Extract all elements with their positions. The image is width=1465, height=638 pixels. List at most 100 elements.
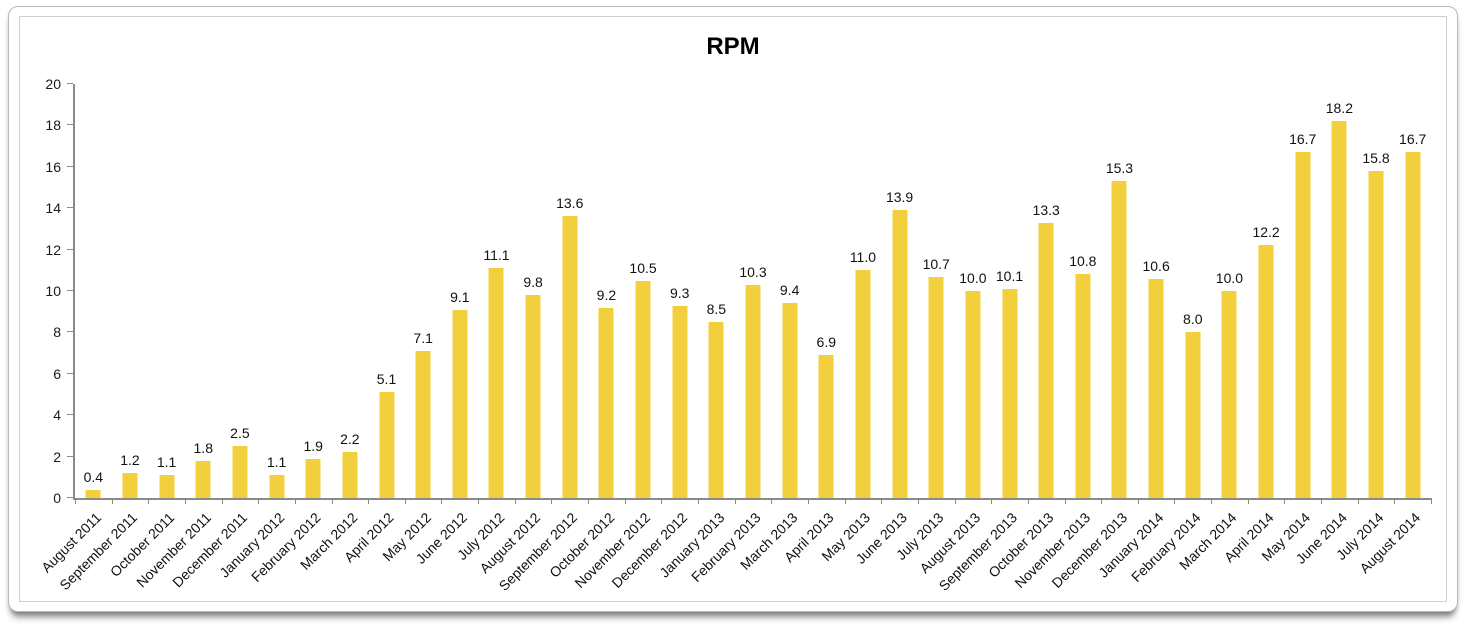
bar bbox=[965, 291, 981, 498]
x-axis-tick bbox=[478, 498, 480, 504]
bar-value-label: 13.6 bbox=[556, 195, 584, 212]
bar bbox=[452, 309, 468, 498]
x-axis-tick bbox=[771, 498, 773, 504]
bar-slot: 5.1 bbox=[368, 84, 405, 498]
bar bbox=[1368, 170, 1384, 498]
y-axis-tick-label: 10 bbox=[45, 283, 61, 299]
bar bbox=[1258, 245, 1274, 498]
bar-slot: 8.0 bbox=[1174, 84, 1211, 498]
bar bbox=[1331, 121, 1347, 498]
bar bbox=[672, 305, 688, 498]
y-axis-tick bbox=[67, 165, 73, 167]
bar-slot: 7.1 bbox=[405, 84, 442, 498]
bar-slot: 9.4 bbox=[771, 84, 808, 498]
bar bbox=[488, 268, 504, 498]
plot-area: 0 2 4 6 8 10 12 14 16 18 20 0.4 August 2011 1.2 Septem… bbox=[38, 77, 1432, 594]
bar bbox=[708, 322, 724, 498]
bar-value-label: 16.7 bbox=[1399, 131, 1427, 148]
bar-value-label: 9.1 bbox=[450, 288, 470, 305]
bar-slot: 11.0 bbox=[845, 84, 882, 498]
bar-value-label: 8.0 bbox=[1183, 311, 1203, 328]
x-axis-tick bbox=[1174, 498, 1176, 504]
y-axis-tick-label: 4 bbox=[53, 407, 61, 424]
bar bbox=[122, 473, 138, 498]
bar bbox=[342, 452, 358, 498]
bar-slot: 11.1 bbox=[478, 84, 515, 498]
bar-slot: 10.8 bbox=[1065, 84, 1102, 498]
bar-value-label: 5.1 bbox=[376, 371, 397, 388]
bar-slot: 6.9 bbox=[808, 84, 845, 498]
bar bbox=[745, 284, 761, 498]
x-axis-tick bbox=[1321, 498, 1323, 504]
bar bbox=[1148, 278, 1164, 498]
bar-value-label: 1.8 bbox=[193, 439, 213, 456]
y-axis-tick bbox=[67, 414, 73, 416]
bar-slot: 9.8 bbox=[515, 84, 552, 498]
bar-value-label: 2.2 bbox=[340, 431, 360, 448]
bar bbox=[232, 446, 248, 498]
bar-slot: 10.6 bbox=[1138, 84, 1175, 498]
bar-slot: 15.8 bbox=[1358, 84, 1395, 498]
bar bbox=[855, 270, 871, 498]
bar-slot: 1.2 bbox=[112, 84, 149, 498]
bar-slot: 1.1 bbox=[148, 84, 185, 498]
bar bbox=[1075, 274, 1091, 498]
bar bbox=[1295, 152, 1311, 498]
y-axis-tick-label: 14 bbox=[45, 200, 61, 217]
bar-slot: 10.3 bbox=[735, 84, 772, 498]
bar-slot: 10.1 bbox=[991, 84, 1028, 498]
bar-slot: 9.1 bbox=[441, 84, 478, 498]
x-axis-tick bbox=[881, 498, 883, 504]
bar-value-label: 1.1 bbox=[266, 454, 287, 471]
bar-slot: 2.2 bbox=[332, 84, 369, 498]
x-axis-tick bbox=[1284, 498, 1286, 504]
chart-card: RPM 0 2 4 6 8 10 12 14 16 18 20 0.4 August 2011 1.2 Se… bbox=[8, 6, 1458, 612]
x-axis-tick bbox=[624, 498, 626, 504]
x-axis-tick bbox=[368, 498, 370, 504]
bar bbox=[1185, 332, 1201, 498]
bar-slot: 2.5 bbox=[222, 84, 259, 498]
bar-value-label: 0.4 bbox=[83, 468, 104, 485]
x-axis-tick bbox=[1357, 498, 1359, 504]
bar-value-label: 2.5 bbox=[230, 425, 250, 442]
x-axis-tick bbox=[1027, 498, 1029, 504]
x-axis-tick bbox=[75, 498, 76, 504]
y-axis-tick bbox=[67, 372, 73, 374]
x-axis-tick bbox=[514, 498, 516, 504]
bar-slot: 1.8 bbox=[185, 84, 222, 498]
bar-value-label: 10.8 bbox=[1069, 253, 1097, 270]
y-axis-tick-label: 18 bbox=[45, 117, 61, 134]
bar-value-label: 16.7 bbox=[1289, 131, 1317, 148]
x-axis-tick bbox=[551, 498, 553, 504]
y-axis-tick bbox=[67, 207, 73, 209]
bar bbox=[1038, 222, 1054, 498]
bar bbox=[269, 475, 285, 498]
bar-value-label: 11.0 bbox=[849, 249, 877, 266]
bar bbox=[195, 460, 211, 498]
x-axis-tick bbox=[184, 498, 186, 504]
bar bbox=[892, 210, 908, 498]
x-axis-tick bbox=[991, 498, 993, 504]
bar-value-label: 15.3 bbox=[1105, 160, 1134, 177]
y-axis-tick-label: 12 bbox=[45, 241, 61, 258]
y-axis-tick-label: 8 bbox=[53, 324, 61, 341]
bar-slot: 15.3 bbox=[1101, 84, 1138, 498]
x-axis-tick bbox=[1211, 498, 1213, 504]
x-axis-tick bbox=[258, 498, 260, 504]
y-axis-tick-label: 20 bbox=[45, 76, 61, 92]
y-axis-tick bbox=[67, 83, 73, 84]
bar-slot: 18.2 bbox=[1321, 84, 1358, 498]
bar-value-label: 15.8 bbox=[1362, 149, 1390, 166]
bar-value-label: 9.3 bbox=[669, 284, 690, 301]
bar-slot: 13.3 bbox=[1028, 84, 1065, 498]
y-axis-tick-label: 16 bbox=[45, 158, 61, 175]
x-axis-tick bbox=[698, 498, 700, 504]
bar-value-label: 10.0 bbox=[959, 270, 987, 286]
x-axis-tick bbox=[1101, 498, 1103, 504]
bar bbox=[928, 276, 944, 498]
x-axis-tick bbox=[294, 498, 296, 504]
bar-slot: 10.0 bbox=[955, 84, 992, 498]
bar-slot: 13.6 bbox=[551, 84, 588, 498]
bar-value-label: 10.3 bbox=[739, 263, 767, 280]
bar bbox=[1221, 291, 1237, 498]
